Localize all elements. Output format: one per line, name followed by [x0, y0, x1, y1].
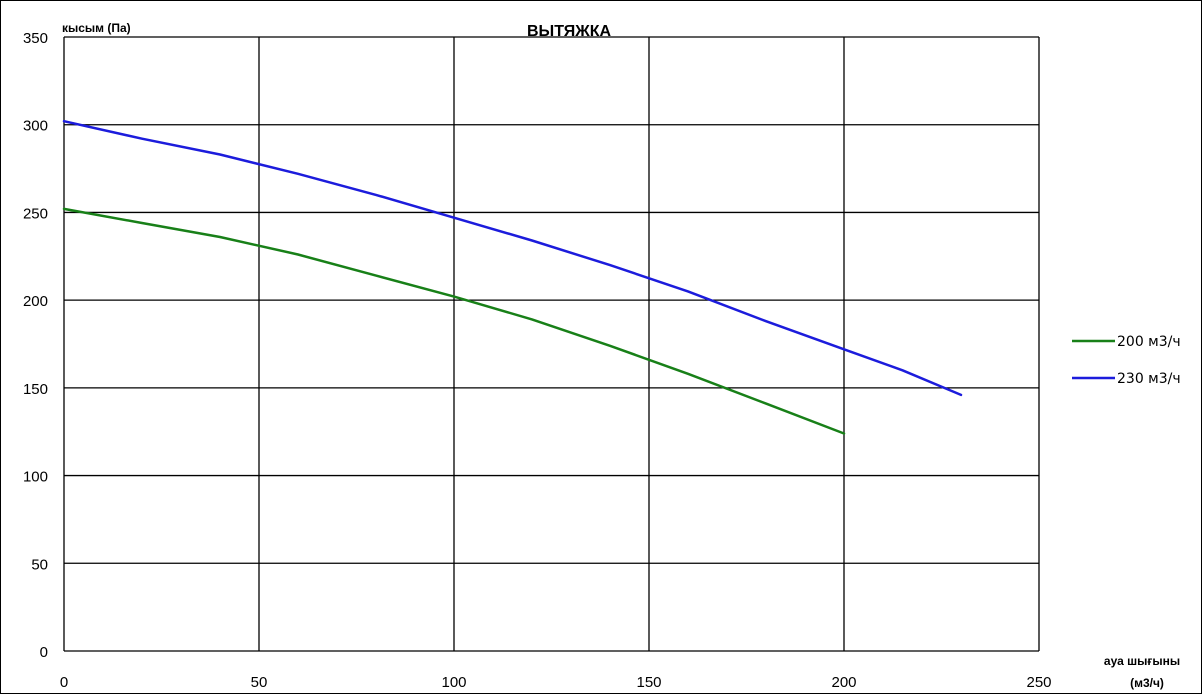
legend-label-1: 200 м3/ч: [1117, 334, 1181, 350]
y-tick-label: 50: [31, 556, 48, 573]
series-line-1: [62, 207, 846, 435]
y-axis-label: кысым (Па): [62, 21, 131, 35]
x-axis-label-unit: (м3/ч): [1130, 676, 1164, 690]
y-tick-label: 100: [23, 469, 48, 486]
x-tick-label: 100: [441, 674, 466, 691]
x-tick-label: 250: [1026, 674, 1051, 691]
axis-layer: 0 50 100 150 200 250 300 350 0 50 100 150 200 250: [23, 30, 1052, 691]
series-line-2: [62, 119, 963, 397]
chart-title: ВЫТЯЖКА: [527, 23, 612, 40]
y-tick-label: 300: [23, 118, 48, 135]
series-layer: [62, 119, 963, 435]
x-tick-label: 200: [831, 674, 856, 691]
x-tick-label: 0: [60, 674, 68, 691]
x-tick-label: 50: [251, 674, 268, 691]
grid-layer: [63, 36, 1040, 652]
x-tick-label: 150: [636, 674, 661, 691]
x-axis-label: ауа шығыны: [1104, 654, 1180, 668]
legend: 200 м3/ч 230 м3/ч: [1072, 334, 1181, 387]
y-tick-label: 250: [23, 205, 48, 222]
y-tick-label: 0: [40, 644, 48, 661]
y-tick-label: 200: [23, 293, 48, 310]
y-tick-label: 350: [23, 30, 48, 47]
y-tick-label: 150: [23, 381, 48, 398]
legend-label-2: 230 м3/ч: [1117, 371, 1181, 387]
